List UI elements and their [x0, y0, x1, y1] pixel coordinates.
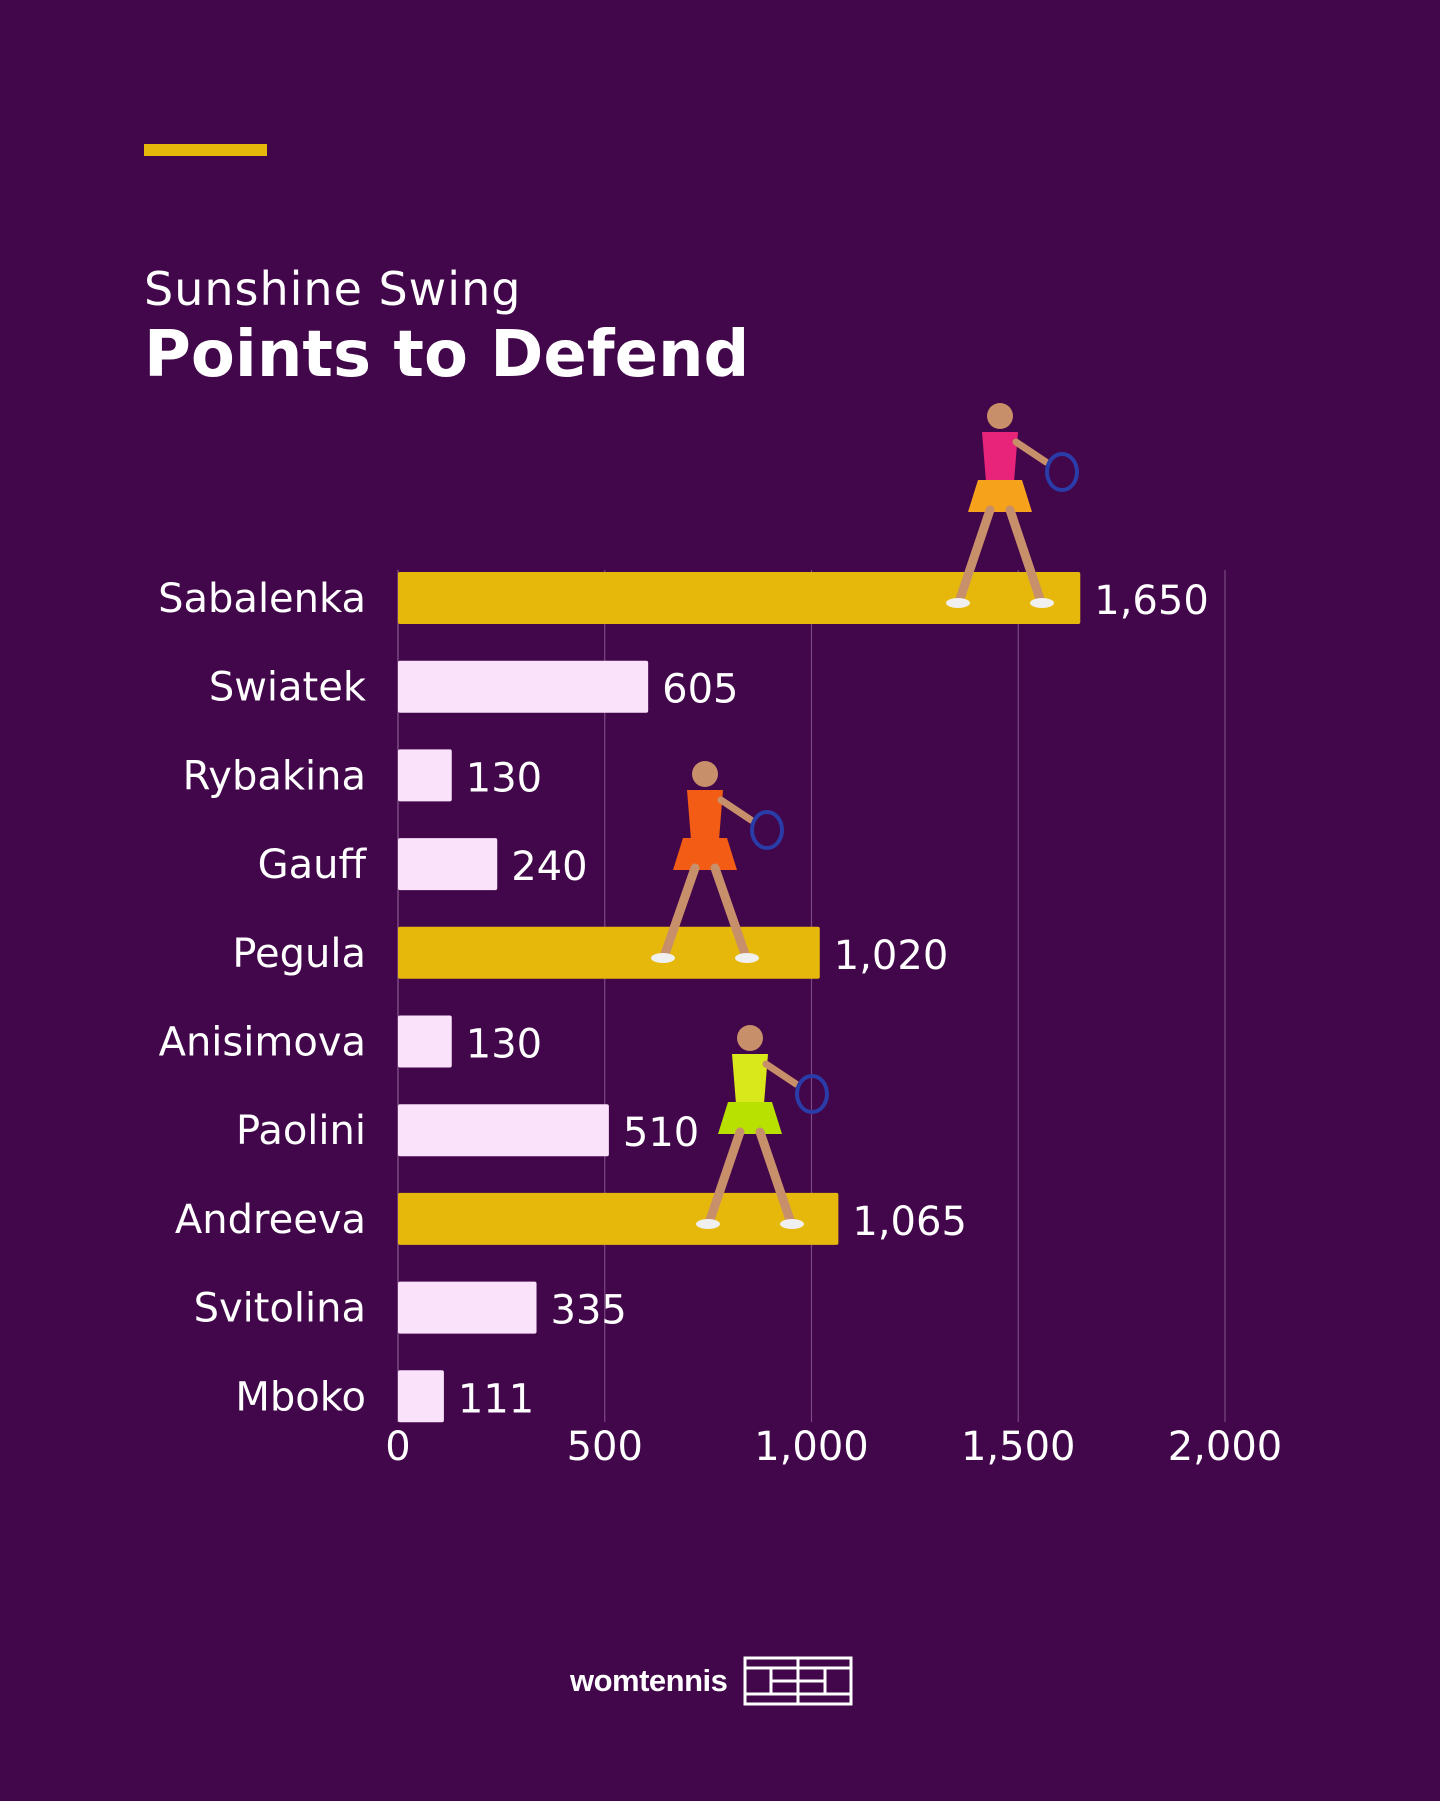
bar-swiatek — [398, 660, 649, 713]
bar-svitolina — [398, 1281, 537, 1334]
value-label: 1,065 — [852, 1199, 967, 1245]
category-label: Mboko — [235, 1374, 366, 1420]
value-label: 1,650 — [1094, 578, 1209, 624]
value-label: 130 — [466, 755, 542, 801]
category-label: Anisimova — [159, 1020, 366, 1066]
value-label: 240 — [511, 844, 587, 890]
tennis-court-icon — [743, 1656, 853, 1706]
brand-logo-text: womtennis — [570, 1663, 728, 1698]
bar-mboko — [398, 1370, 444, 1423]
category-label: Andreeva — [175, 1197, 366, 1243]
player-photo-pegula — [651, 761, 784, 963]
bar-andreeva — [398, 1192, 839, 1245]
category-label: Gauff — [258, 842, 368, 888]
category-label: Rybakina — [183, 753, 366, 799]
bar-rybakina — [398, 749, 452, 802]
chart-title: Points to Defend — [144, 318, 750, 392]
bar-pegula — [398, 926, 820, 979]
player-photo-andreeva — [696, 1025, 829, 1229]
value-label: 510 — [623, 1110, 699, 1156]
x-tick-label: 1,500 — [961, 1424, 1076, 1470]
value-label: 335 — [551, 1288, 627, 1334]
value-label: 130 — [466, 1022, 542, 1068]
bar-chart: Sabalenka 1,650 Swiatek 605 Rybakina 130 Gauff… — [158, 403, 1283, 1470]
accent-line — [144, 144, 267, 156]
x-tick-label: 1,000 — [754, 1424, 869, 1470]
bar-paolini — [398, 1104, 609, 1157]
footer: womtennis — [570, 1656, 853, 1706]
x-tick-label: 2,000 — [1168, 1424, 1283, 1470]
value-label: 605 — [662, 667, 738, 713]
bar-sabalenka — [398, 572, 1081, 624]
category-label: Pegula — [232, 931, 366, 977]
category-label: Paolini — [236, 1108, 366, 1154]
bar-gauff — [398, 838, 498, 891]
chart-subtitle: Sunshine Swing — [144, 262, 522, 316]
category-label: Svitolina — [194, 1286, 366, 1332]
value-label: 111 — [458, 1376, 534, 1422]
x-tick-label: 0 — [385, 1424, 410, 1470]
category-label: Sabalenka — [158, 576, 366, 622]
x-tick-label: 500 — [567, 1424, 643, 1470]
player-photo-sabalenka — [946, 403, 1079, 608]
category-label: Swiatek — [209, 665, 367, 711]
value-label: 1,020 — [834, 933, 949, 979]
bar-anisimova — [398, 1015, 452, 1068]
